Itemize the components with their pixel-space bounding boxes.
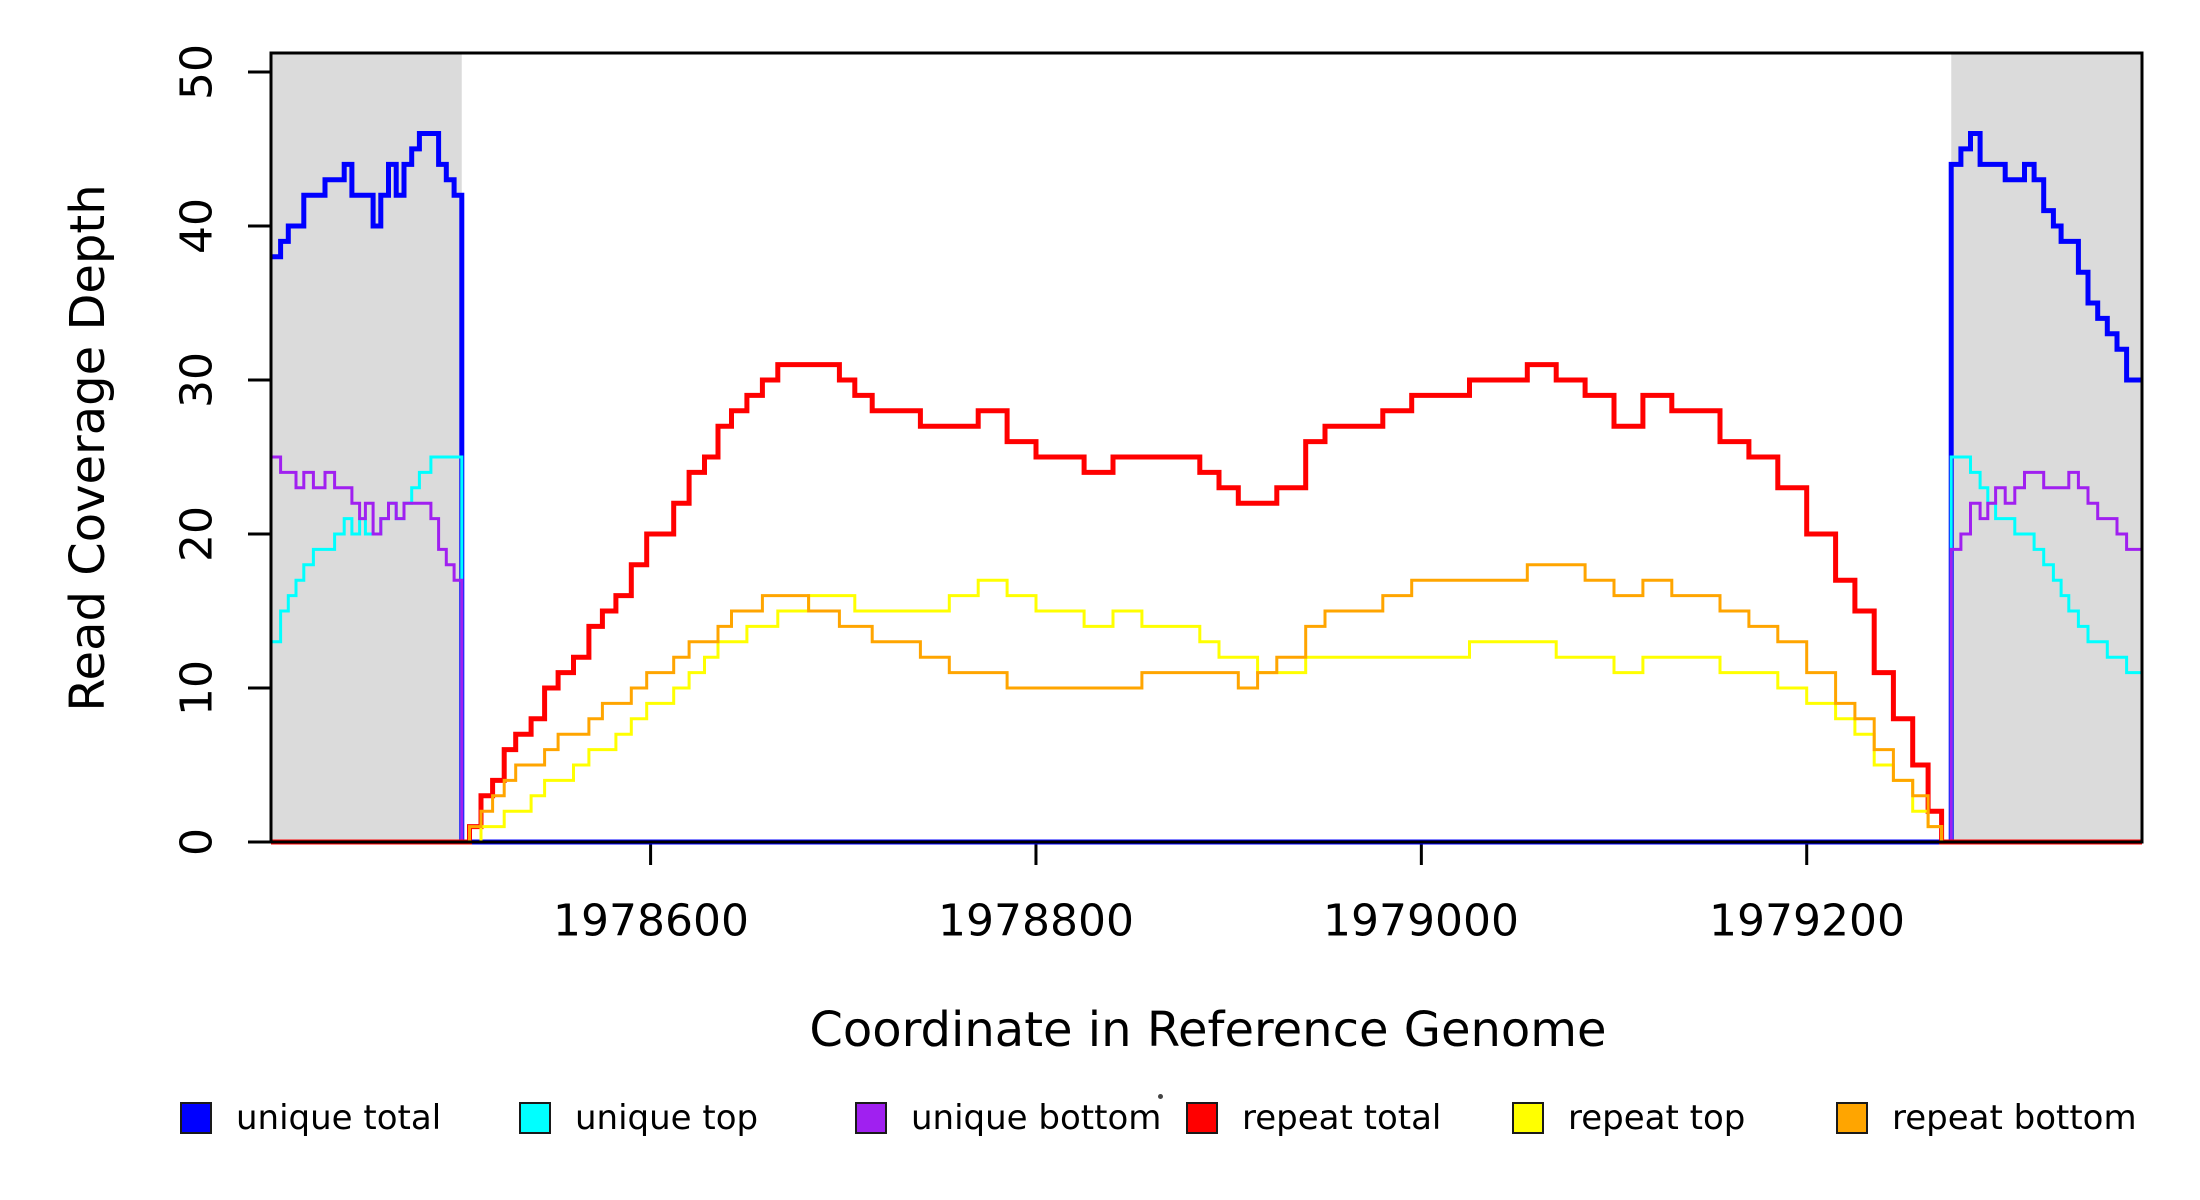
y-tick-label-30: 30 <box>171 352 223 408</box>
legend-item-repeat-total: repeat total <box>1186 1098 1441 1138</box>
legend-item-repeat-top: repeat top <box>1512 1098 1745 1138</box>
x-tick-label-1979000: 1979000 <box>1323 895 1519 947</box>
series-line-repeat-bottom <box>271 563 2142 844</box>
y-tick-label-50: 50 <box>171 44 223 100</box>
series-line-unique-total <box>271 131 2142 845</box>
stray-mark <box>1158 1094 1163 1099</box>
legend-swatch-repeat-total <box>1186 1102 1218 1134</box>
legend-label-unique-top: unique top <box>575 1098 759 1138</box>
plot-frame <box>269 51 2144 844</box>
y-axis-title: Read Coverage Depth <box>60 184 116 712</box>
legend-label-repeat-top: repeat top <box>1568 1098 1746 1138</box>
x-tick-label-1979200: 1979200 <box>1709 895 1905 947</box>
legend-item-unique-top: unique top <box>519 1098 758 1138</box>
legend-item-repeat-bottom: repeat bottom <box>1836 1098 2137 1138</box>
legend-swatch-repeat-top <box>1512 1102 1544 1134</box>
shaded-region-unique-left <box>271 53 462 842</box>
legend-label-repeat-total: repeat total <box>1242 1098 1442 1138</box>
series-line-repeat-total <box>271 362 2142 845</box>
shaded-region-unique-right <box>1951 53 2142 842</box>
y-tick-label-0: 0 <box>171 828 223 856</box>
x-tick-label-1978800: 1978800 <box>938 895 1134 947</box>
series-line-repeat-top <box>271 578 2142 844</box>
legend-label-unique-total: unique total <box>236 1098 442 1138</box>
legend-label-repeat-bottom: repeat bottom <box>1892 1098 2137 1138</box>
x-axis-title: Coordinate in Reference Genome <box>809 1002 1607 1058</box>
series-line-unique-top <box>271 455 2142 844</box>
legend-swatch-unique-bottom <box>855 1102 887 1134</box>
y-tick-label-20: 20 <box>171 506 223 562</box>
legend-swatch-unique-total <box>180 1102 212 1134</box>
legend-item-unique-total: unique total <box>180 1098 441 1138</box>
legend-item-unique-bottom: unique bottom <box>855 1098 1161 1138</box>
y-tick-label-40: 40 <box>171 198 223 254</box>
x-tick-label-1978600: 1978600 <box>553 895 749 947</box>
legend-swatch-unique-top <box>519 1102 551 1134</box>
legend-swatch-repeat-bottom <box>1836 1102 1868 1134</box>
series-line-unique-bottom <box>271 455 2142 844</box>
y-tick-label-10: 10 <box>171 660 223 716</box>
legend-label-unique-bottom: unique bottom <box>911 1098 1162 1138</box>
